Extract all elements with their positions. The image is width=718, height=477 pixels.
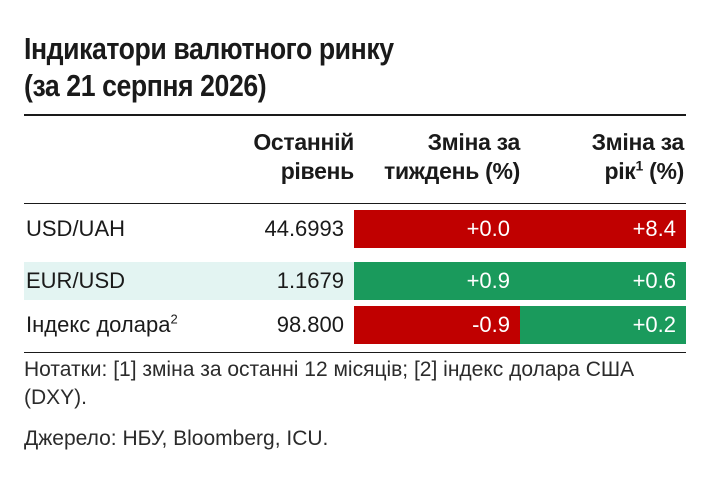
- row-last-level: 98.800: [276, 312, 344, 337]
- table-row: EUR/USD 1.1679 +0.9 +0.6: [24, 262, 686, 300]
- row-week-change: +0.9: [354, 262, 520, 300]
- row-last-level: 1.1679: [276, 268, 344, 293]
- page-title: Індикатори валютного ринку (за 21 серпня…: [24, 30, 600, 104]
- row-name: Індекс долара2: [24, 306, 236, 344]
- title-line-1: Індикатори валютного ринку: [24, 31, 394, 66]
- title-line-2: (за 21 серпня 2026): [24, 68, 267, 103]
- row-name-footnote: 2: [170, 311, 178, 327]
- header-last-line-2: рівень: [280, 158, 355, 184]
- row-name: EUR/USD: [24, 262, 236, 300]
- header-week-line-2: тиждень (%): [384, 158, 520, 184]
- row-year-value: +0.2: [632, 312, 676, 337]
- table-row: USD/UAH 44.6993 +0.0 +8.4: [24, 210, 686, 248]
- row-week-change: +0.0: [354, 210, 520, 248]
- row-year-value: +0.6: [632, 268, 676, 293]
- header-week-change: Зміна за тиждень (%): [354, 128, 520, 186]
- row-week-change: -0.9: [354, 306, 520, 344]
- row-week-value: +0.0: [466, 216, 510, 241]
- title-divider: [24, 114, 686, 116]
- header-year-line-1: Зміна за: [591, 129, 685, 155]
- row-year-change: +8.4: [520, 210, 686, 248]
- header-year-footnote: 1: [635, 157, 644, 174]
- header-year-change: Зміна за рік1 (%): [520, 128, 685, 186]
- table-bottom-divider: [24, 352, 686, 353]
- table-row: Індекс долара2 98.800 -0.9 +0.2: [24, 306, 686, 344]
- source-line: Джерело: НБУ, Bloomberg, ICU.: [24, 427, 329, 450]
- row-last-level: 44.6993: [264, 216, 344, 241]
- header-week-line-1: Зміна за: [427, 129, 521, 155]
- row-name-text: EUR/USD: [26, 268, 126, 293]
- header-last-level: Останній рівень: [214, 128, 354, 186]
- header-year-unit: (%): [643, 158, 684, 184]
- row-name-text: Індекс долара: [26, 312, 171, 337]
- row-name: USD/UAH: [24, 210, 236, 248]
- footnotes: Нотатки: [1] зміна за останні 12 місяців…: [24, 358, 635, 409]
- header-year-word: рік: [604, 158, 636, 184]
- header-year-line-2: рік1 (%): [520, 157, 684, 186]
- row-year-change: +0.2: [520, 306, 686, 344]
- header-divider: [24, 203, 686, 204]
- row-year-value: +8.4: [632, 216, 676, 241]
- row-week-value: -0.9: [472, 312, 510, 337]
- header-last-line-1: Останній: [253, 129, 354, 155]
- row-week-value: +0.9: [466, 268, 510, 293]
- row-year-change: +0.6: [520, 262, 686, 300]
- row-name-text: USD/UAH: [26, 216, 126, 241]
